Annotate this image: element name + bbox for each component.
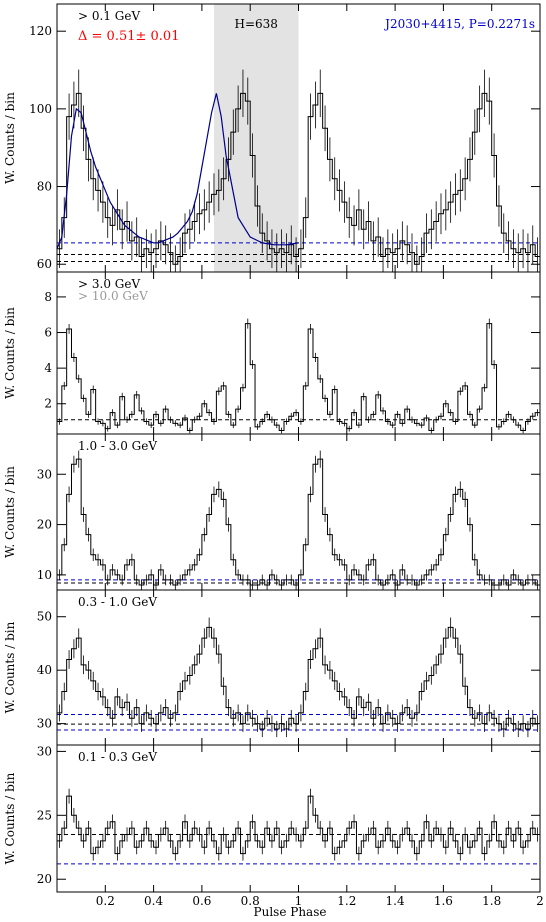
energy-band-label: 1.0 - 3.0 GeV [78,439,157,453]
y-tick-label: 30 [37,717,52,731]
y-tick-label: 50 [37,610,52,624]
y-tick-label: 30 [37,744,52,758]
y-tick-label: 25 [37,808,52,822]
y-axis-label: W. Counts / bin [3,307,17,399]
y-axis-label: W. Counts / bin [3,772,17,864]
y-tick-label: 40 [37,663,52,677]
x-tick-label: 2 [536,894,544,908]
x-axis-label: Pulse Phase [254,905,327,919]
energy-band-label: 0.1 - 0.3 GeV [78,750,157,764]
energy-band-label: > 3.0 GeV [78,277,140,291]
y-axis-label: W. Counts / bin [3,92,17,184]
histogram-series [57,626,540,730]
model-fit-curve [56,93,299,249]
energy-band-label: > 0.1 GeV [78,9,140,23]
y-tick-label: 20 [37,518,52,532]
energy-band-label: 0.3 - 1.0 GeV [78,595,157,609]
panel-1: 60 80 100 120 W. Counts / bin > 0.1 GeV Δ = 0.… [3,3,541,273]
y-tick-label: 6 [44,326,52,340]
x-tick-label: 0.4 [144,894,163,908]
x-tick-label: 1 [295,894,303,908]
y-tick-label: 2 [44,397,52,411]
panels-group: 60 80 100 120 W. Counts / bin > 0.1 GeV Δ = 0.… [3,3,541,893]
y-tick-label: 4 [44,361,52,375]
y-tick-label: 60 [37,257,52,271]
histogram-series [57,92,540,265]
histogram-series [57,795,540,855]
y-tick-label: 30 [37,467,52,481]
offpulse-region [213,4,299,272]
h-test-label: H=638 [235,17,278,31]
panel-5: 20 25 30 W. Counts / bin 0.1 - 0.3 GeV [3,744,541,893]
x-tick-label: 1.4 [386,894,405,908]
source-label: J2030+4415, P=0.2271s [383,17,535,31]
y-tick-label: 100 [29,102,52,116]
panel-4: 30 40 50 W. Counts / bin 0.3 - 1.0 GeV [3,589,541,746]
histogram-series [57,323,540,431]
y-tick-label: 8 [44,290,52,304]
y-tick-label: 20 [37,872,52,886]
x-tick-label: 0.8 [241,894,260,908]
x-tick-label: 1.6 [434,894,453,908]
panel-2: 2 4 6 8 W. Counts / bin > 3.0 GeV> 10.0 GeV [3,271,541,435]
x-tick-label: 0.2 [96,894,115,908]
x-axis: 0.2 0.4 0.6 0.8 1 1.2 1.4 1.6 1.8 2 [96,894,544,908]
secondary-energy-label: > 10.0 GeV [78,289,148,303]
y-axis-label: W. Counts / bin [3,466,17,558]
x-tick-label: 1.8 [482,894,501,908]
y-tick-label: 10 [37,568,52,582]
delta-label: Δ = 0.51± 0.01 [78,29,179,44]
histogram-series [57,458,540,586]
x-tick-label: 1.2 [337,894,356,908]
panel-3: 10 20 30 W. Counts / bin 1.0 - 3.0 GeV [3,433,541,591]
y-axis-label: W. Counts / bin [3,621,17,713]
y-tick-label: 120 [29,24,52,38]
x-tick-label: 0.6 [192,894,211,908]
y-tick-label: 80 [37,180,52,194]
panel-frame [56,744,541,893]
